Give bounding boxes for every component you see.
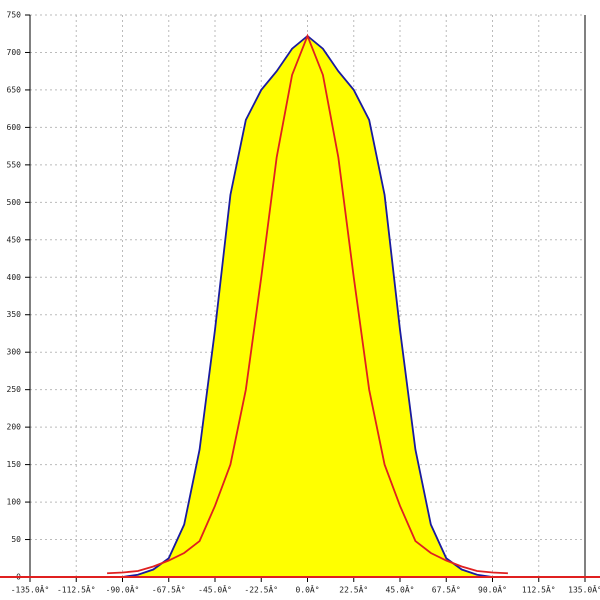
y-tick-label: 600 <box>7 123 22 132</box>
y-tick-label: 300 <box>7 348 22 357</box>
x-tick-label: 112.5Â° <box>522 584 556 595</box>
x-tick-label: -67.5Â° <box>152 584 186 595</box>
y-tick-label: 400 <box>7 273 22 282</box>
y-tick-label: 50 <box>11 535 21 544</box>
x-tick-label: -45.0Â° <box>198 584 232 595</box>
y-tick-label: 700 <box>7 48 22 57</box>
y-tick-label: 200 <box>7 423 22 432</box>
y-tick-label: 450 <box>7 235 22 244</box>
x-tick-label: -22.5Â° <box>244 584 278 595</box>
y-tick-label: 650 <box>7 85 22 94</box>
x-tick-label: 45.0Â° <box>386 584 415 595</box>
y-tick-label: 250 <box>7 385 22 394</box>
line <box>107 33 508 575</box>
y-tick-label: 150 <box>7 460 22 469</box>
y-tick-label: 550 <box>7 160 22 169</box>
y-tick-label: 350 <box>7 310 22 319</box>
x-tick-label: 135.0Â° <box>568 584 600 595</box>
y-tick-label: 750 <box>7 11 22 20</box>
x-tick-label: 0.0Â° <box>295 584 319 595</box>
x-tick-label: 22.5Â° <box>339 584 368 595</box>
x-tick-label: -135.0Â° <box>11 584 50 595</box>
y-tick-label: 100 <box>7 498 22 507</box>
x-tick-label: -112.5Â° <box>57 584 96 595</box>
x-tick-label: 90.0Â° <box>478 584 507 595</box>
y-tick-label: 500 <box>7 198 22 207</box>
x-tick-label: 67.5Â° <box>432 584 461 595</box>
area <box>107 35 508 578</box>
x-tick-label: -90.0Â° <box>106 584 140 595</box>
